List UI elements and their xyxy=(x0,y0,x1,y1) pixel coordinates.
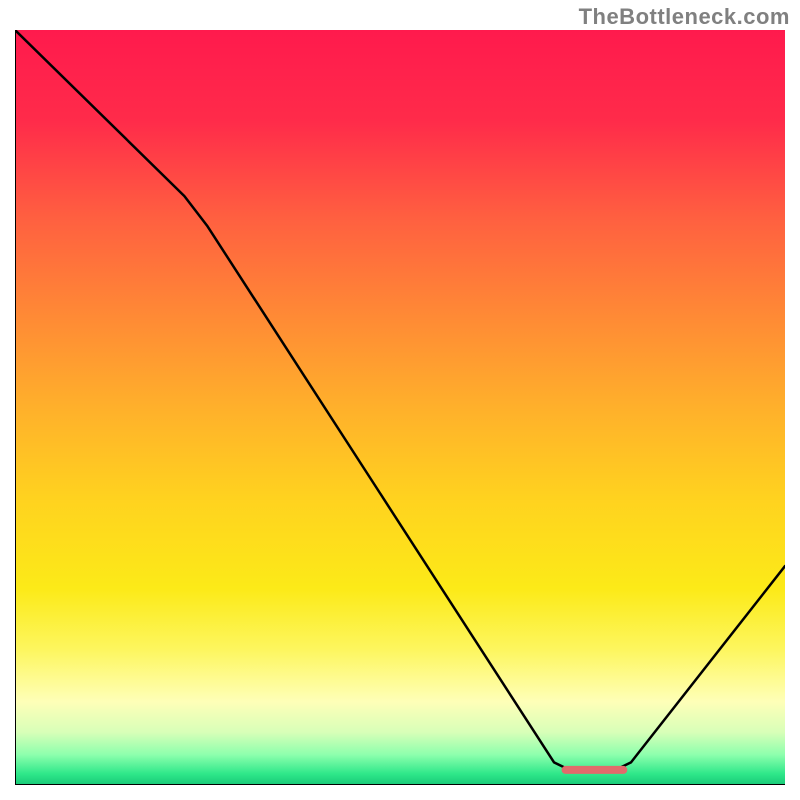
plot-svg xyxy=(15,30,785,785)
plot-area xyxy=(15,30,785,785)
chart-container: TheBottleneck.com xyxy=(0,0,800,800)
watermark-text: TheBottleneck.com xyxy=(579,4,790,30)
